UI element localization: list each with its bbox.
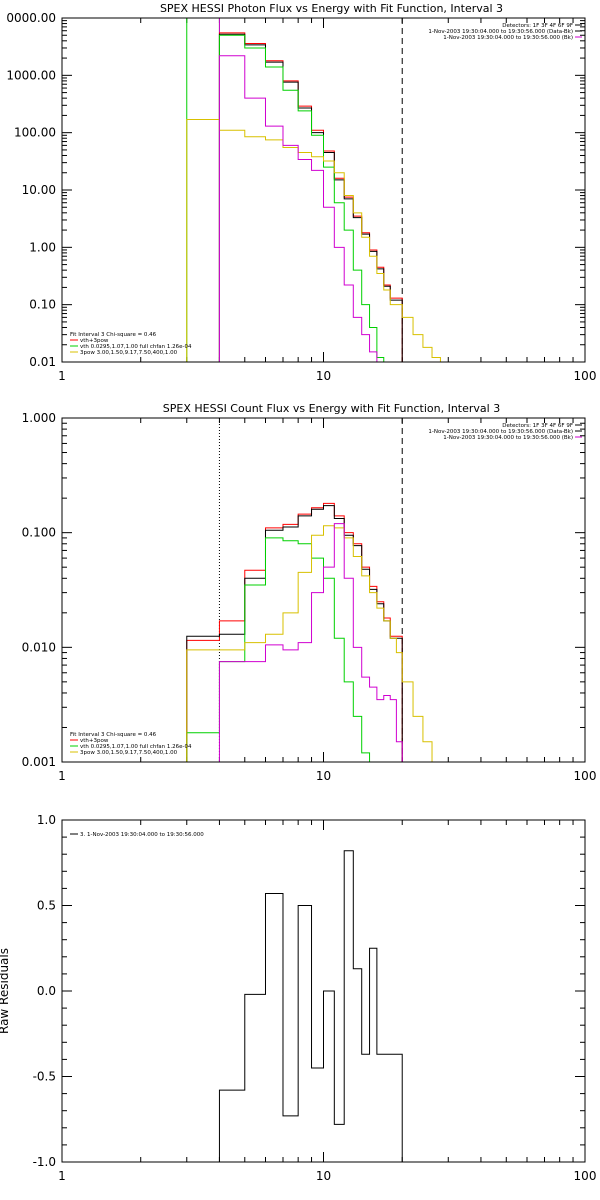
residuals-panel: Raw Residuals 1 10 100 1.0 0.5 0.0 -0.5 -1.0 3. 1…	[0, 813, 596, 1183]
x-tick-label: 10	[316, 369, 331, 383]
legend-entry: vth 0.0295,1.07,1.00 full chfan 1.26e-04	[80, 744, 192, 750]
y-tick-label: 1.0	[37, 813, 56, 827]
x-tick-label: 1	[58, 369, 66, 383]
legend-entry: vth+3pow	[80, 738, 109, 744]
info-line: 1-Nov-2003 19:30:04.000 to 19:30:56.000 …	[443, 435, 573, 441]
info-line: 1-Nov-2003 19:30:04.000 to 19:30:56.000 …	[428, 429, 573, 435]
legend-entry: 3pow 3.00,1.50,9.17,7.50,400,1.00	[80, 350, 178, 356]
info-line: Detectors: 1F 3F 4F 6F 9F	[502, 23, 573, 29]
spectrum-series-2	[218, 34, 385, 362]
y-axis-label: Raw Residuals	[0, 948, 11, 1034]
y-tick-label: 1.00	[29, 240, 56, 254]
x-tick-label: 100	[574, 369, 597, 383]
y-ticks: 0000.00 1000.00 100.00 10.00 1.00 0.10 0.01	[6, 11, 585, 369]
y-ticks: 1.000 0.100 0.010 0.001	[22, 411, 585, 769]
spectrum-series-1	[218, 33, 403, 362]
x-tick-label: 10	[316, 1169, 331, 1183]
plot-area	[186, 18, 441, 362]
plot-area	[186, 418, 441, 762]
y-tick-label: 0.5	[37, 899, 56, 913]
plot-frame	[61, 819, 586, 1163]
x-tick-label: 1	[58, 769, 66, 783]
x-tick-label: 100	[574, 769, 597, 783]
y-tick-label: 0.01	[29, 355, 56, 369]
legend-entry: 3pow 3.00,1.50,9.17,7.50,400,1.00	[80, 750, 178, 756]
plot-frame	[61, 417, 586, 763]
spectrum-series-0	[218, 32, 403, 362]
info-line: 1-Nov-2003 19:30:04.000 to 19:30:56.000 …	[428, 29, 573, 35]
spectrum-series-3	[186, 525, 441, 762]
x-tick-label: 100	[574, 1169, 597, 1183]
spectrum-series-3	[186, 118, 441, 362]
x-ticks: 1 10 100	[58, 820, 596, 1183]
photon-flux-panel: SPEX HESSI Photon Flux vs Energy with Fi…	[6, 2, 596, 383]
y-tick-label: 0.0	[37, 984, 56, 998]
legend-header: Fit Interval 3 Chi-square = 0.46	[70, 332, 157, 338]
count-flux-panel: SPEX HESSI Count Flux vs Energy with Fit…	[22, 402, 597, 783]
info-line: 1-Nov-2003 19:30:04.000 to 19:30:56.000 …	[443, 35, 573, 41]
y-tick-label: -1.0	[33, 1155, 56, 1169]
x-tick-label: 1	[58, 1169, 66, 1183]
y-tick-label: 0000.00	[6, 11, 56, 25]
y-tick-label: 0.010	[22, 640, 56, 654]
legend-header: Fit Interval 3 Chi-square = 0.46	[70, 732, 157, 738]
x-ticks: 1 10 100	[58, 18, 596, 383]
plot-frame	[61, 17, 586, 363]
legend-entry: vth 0.0295,1.07,1.00 full chfan 1.26e-04	[80, 344, 192, 350]
chart-title: SPEX HESSI Photon Flux vs Energy with Fi…	[160, 2, 503, 15]
chart-title: SPEX HESSI Count Flux vs Energy with Fit…	[163, 402, 500, 415]
legend-entry: 3. 1-Nov-2003 19:30:04.000 to 19:30:56.0…	[80, 832, 204, 838]
y-tick-label: -0.5	[33, 1070, 56, 1084]
spectrum-series-0	[218, 850, 403, 1162]
plot-area	[218, 850, 403, 1162]
legend-entry: vth+3pow	[80, 338, 109, 344]
y-tick-label: 0.001	[22, 755, 56, 769]
y-tick-label: 100.00	[14, 126, 56, 140]
y-tick-label: 1.000	[22, 411, 56, 425]
spectrum-series-4	[218, 523, 403, 762]
y-tick-label: 1000.00	[6, 68, 56, 82]
x-ticks: 1 10 100	[58, 418, 596, 783]
y-tick-label: 0.100	[22, 526, 56, 540]
y-tick-label: 0.10	[29, 298, 56, 312]
spectrum-series-4	[218, 55, 378, 362]
x-tick-label: 10	[316, 769, 331, 783]
y-tick-label: 10.00	[22, 183, 56, 197]
y-ticks: 1.0 0.5 0.0 -0.5 -1.0	[33, 813, 585, 1169]
info-line: Detectors: 1F 3F 4F 6F 9F	[502, 423, 573, 429]
